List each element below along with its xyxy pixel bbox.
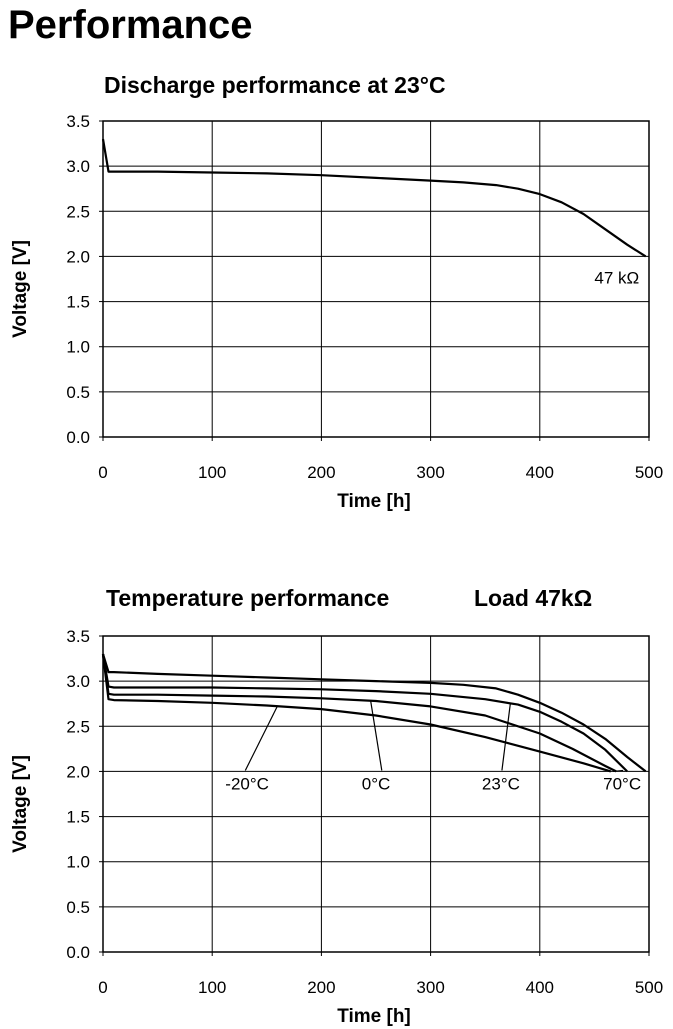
chart1-title: Discharge performance at 23°C	[104, 72, 446, 98]
chart2-y-tick-label: 3.5	[66, 627, 90, 646]
chart2-x-tick-label: 200	[307, 978, 335, 997]
chart1-plot-frame	[102, 120, 650, 438]
chart2-title: Temperature performance	[106, 585, 389, 611]
chart1-y-tick-label: 2.5	[66, 202, 90, 221]
page-title: Performance	[8, 3, 253, 47]
chart2-subtitle: Load 47kΩ	[474, 585, 592, 611]
chart2-series-line-0c	[101, 653, 617, 773]
chart2-annotation-leader	[244, 705, 279, 771]
chart1-y-tick-label: 0.5	[66, 383, 90, 402]
chart2-y-tick-label: 0.5	[66, 898, 90, 917]
chart2-series-line-23c	[101, 653, 628, 773]
chart2-annotation-leader	[612, 769, 624, 773]
chart1-y-tick-label: 0.0	[66, 428, 90, 447]
chart2-x-tick-label: 500	[635, 978, 663, 997]
chart2-plot-frame	[102, 635, 650, 953]
chart2-annotation-leader	[369, 700, 383, 771]
chart2-series-line-20c	[101, 653, 612, 773]
chart2-y-tick-label: 2.0	[66, 762, 90, 781]
chart2-series-line-70c	[101, 653, 647, 773]
chart2-y-tick-label: 1.0	[66, 853, 90, 872]
chart1-annotation-label: 47 kΩ	[594, 269, 639, 288]
chart2-annotation-label: -20°C	[225, 774, 269, 793]
chart1-x-tick-label: 200	[307, 463, 335, 482]
chart2-x-axis-label: Time [h]	[337, 1006, 411, 1027]
chart2-y-tick-label: 0.0	[66, 943, 90, 962]
chart1-x-tick-label: 0	[98, 463, 107, 482]
chart1-x-tick-label: 100	[198, 463, 226, 482]
chart1-y-tick-label: 1.5	[66, 293, 90, 312]
chart2-y-tick-label: 1.5	[66, 808, 90, 827]
chart2-annotation-label: 70°C	[603, 774, 641, 793]
chart2-x-tick-label: 400	[526, 978, 554, 997]
chart1-x-tick-label: 400	[526, 463, 554, 482]
chart1-y-tick-label: 3.0	[66, 157, 90, 176]
chart2-annotation-leader	[501, 703, 511, 771]
chart1-x-tick-label: 500	[635, 463, 663, 482]
chart2-x-tick-label: 300	[416, 978, 444, 997]
chart1-x-tick-label: 300	[416, 463, 444, 482]
chart2-annotation-label: 0°C	[362, 774, 391, 793]
chart2-y-tick-label: 2.5	[66, 717, 90, 736]
chart1-y-tick-label: 2.0	[66, 247, 90, 266]
chart1-series-line-47k	[101, 138, 647, 258]
chart1-x-axis-label: Time [h]	[337, 491, 411, 512]
chart2-x-tick-label: 0	[98, 978, 107, 997]
chart2-y-tick-label: 3.0	[66, 672, 90, 691]
chart1-y-tick-label: 1.0	[66, 338, 90, 357]
chart2-x-tick-label: 100	[198, 978, 226, 997]
chart1-y-tick-label: 3.5	[66, 112, 90, 131]
chart1-y-axis-label: Voltage [V]	[10, 240, 31, 338]
chart2-y-axis-label: Voltage [V]	[10, 755, 31, 853]
chart2-annotation-label: 23°C	[482, 774, 520, 793]
